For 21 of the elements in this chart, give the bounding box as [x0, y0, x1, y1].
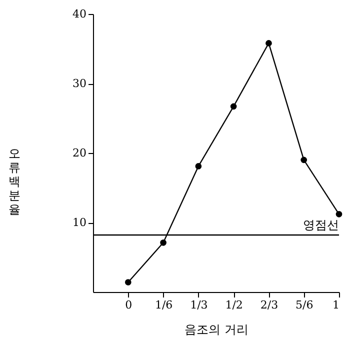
ref-line-label: 영점선	[303, 218, 339, 232]
x-axis-title: 음조의 거리	[184, 322, 248, 336]
x-tick-label: 2/3	[260, 298, 278, 312]
point	[195, 163, 202, 170]
x-tick-label: 0	[125, 298, 132, 312]
point	[266, 40, 272, 46]
x-tick-label: 1/3	[190, 298, 208, 312]
point	[230, 103, 237, 110]
y-tick-label: 40	[72, 8, 86, 20]
y-tick-label: 10	[72, 216, 86, 229]
x-tick-label: 1/2	[225, 298, 243, 312]
point	[336, 211, 342, 218]
point	[124, 279, 132, 286]
y-axis-title: 오류백분율	[8, 146, 21, 216]
point	[300, 156, 308, 164]
y-tick-label: 20	[72, 146, 86, 160]
point	[160, 240, 166, 246]
x-tick-label: 5/6	[296, 298, 314, 312]
y-tick-label: 30	[72, 77, 86, 90]
x-tick-label: 1	[332, 298, 340, 312]
x-tick-label: 1/6	[154, 298, 173, 312]
